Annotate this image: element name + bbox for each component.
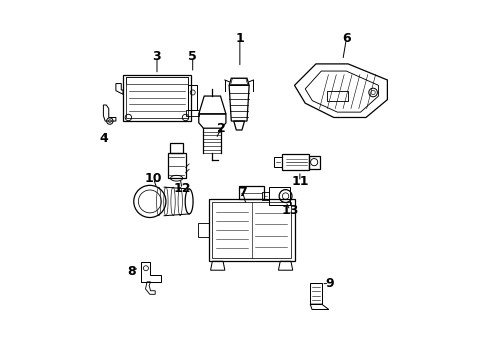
Text: 10: 10 bbox=[144, 172, 162, 185]
Text: 12: 12 bbox=[173, 183, 190, 195]
Bar bbox=[125, 77, 188, 84]
Bar bbox=[167, 153, 185, 178]
Text: 4: 4 bbox=[99, 132, 107, 145]
Text: 9: 9 bbox=[325, 277, 333, 290]
Text: 5: 5 bbox=[188, 50, 197, 63]
Bar bbox=[268, 187, 290, 205]
Bar bbox=[262, 192, 268, 201]
Text: 1: 1 bbox=[235, 32, 244, 45]
Bar bbox=[170, 143, 183, 153]
Text: 7: 7 bbox=[238, 186, 246, 199]
Bar bbox=[308, 156, 319, 168]
Text: 3: 3 bbox=[152, 50, 161, 63]
Bar bbox=[125, 77, 188, 118]
Bar bbox=[186, 111, 199, 116]
Text: 8: 8 bbox=[127, 265, 136, 278]
Bar bbox=[274, 157, 282, 167]
Bar bbox=[212, 202, 290, 258]
Bar bbox=[188, 85, 197, 111]
Text: 13: 13 bbox=[281, 204, 298, 217]
Text: 2: 2 bbox=[217, 122, 225, 135]
Text: 11: 11 bbox=[290, 175, 308, 188]
Text: 6: 6 bbox=[341, 32, 350, 45]
Bar bbox=[309, 283, 321, 304]
Bar bbox=[239, 186, 264, 199]
Bar bbox=[208, 199, 294, 261]
Bar bbox=[123, 75, 190, 121]
Bar bbox=[282, 154, 308, 170]
